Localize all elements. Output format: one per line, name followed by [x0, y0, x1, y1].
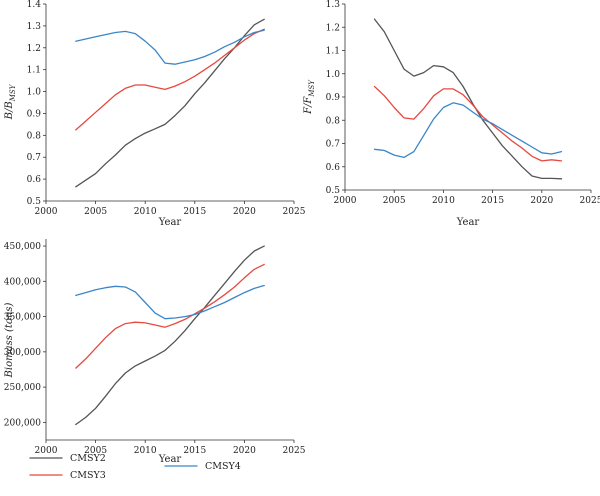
y-tick-label: 1.2 [326, 23, 340, 33]
x-tick-label: 2000 [35, 446, 58, 456]
series-line-cmsy3 [75, 28, 265, 131]
x-axis-label: Year [456, 217, 480, 228]
series-line-cmsy2 [75, 245, 265, 426]
x-tick-label: 2015 [183, 446, 206, 456]
y-tick-label: 0.8 [27, 131, 42, 141]
x-axis-label: Year [158, 454, 182, 465]
y-tick-label: 350,000 [4, 313, 41, 323]
x-tick-label: 2025 [283, 207, 306, 217]
chart-panel-biomass: 2000 2005 2010 2015 2020 2025 200,000 250,000 30… [4, 239, 306, 465]
legend: CMSY2 CMSY3 CMSY4 [29, 453, 241, 481]
y-tick-label: 1.3 [27, 22, 42, 32]
x-tick-label: 2025 [283, 446, 306, 456]
series-line-cmsy2 [75, 18, 265, 188]
y-tick-label: 450,000 [4, 242, 41, 252]
x-tick-label: 2000 [35, 207, 58, 217]
x-tick-label: 2010 [134, 207, 157, 217]
y-tick-label: 1.2 [27, 44, 41, 54]
y-tick-label: 1.4 [27, 0, 42, 10]
y-tick-label: 250,000 [4, 383, 41, 393]
y-tick-label: 300,000 [4, 348, 41, 358]
y-tick-label: 1.0 [27, 88, 42, 98]
y-tick-label: 1.0 [326, 70, 341, 80]
y-tick-label: 0.6 [27, 175, 42, 185]
y-tick-label: 1.1 [326, 47, 340, 57]
series-line-cmsy3 [373, 85, 563, 162]
series-line-cmsy4 [75, 284, 265, 320]
legend-label-cmsy3: CMSY3 [70, 470, 106, 481]
y-tick-label: 0.7 [27, 153, 42, 163]
y-tick-label: 400,000 [4, 277, 41, 287]
x-tick-label: 2020 [233, 207, 256, 217]
series-line-cmsy4 [373, 102, 563, 159]
series-line-cmsy2 [373, 18, 563, 180]
y-tick-label: 0.5 [27, 197, 42, 207]
x-tick-label: 2000 [334, 196, 357, 206]
y-tick-label: 0.9 [27, 109, 42, 119]
x-tick-label: 2010 [134, 446, 157, 456]
x-tick-label: 2005 [383, 196, 406, 206]
y-axis-label: B/BMSY [4, 83, 17, 120]
x-tick-label: 2005 [84, 207, 107, 217]
legend-label-cmsy4: CMSY4 [205, 461, 241, 472]
chart-panel-b-bmsy: 2000 2005 2010 2015 2020 2025 0.5 0.6 0.7 0.8 0.9 1… [4, 0, 306, 228]
y-tick-label: 200,000 [4, 418, 41, 428]
y-axis-label: F/FMSY [303, 79, 316, 115]
series-line-cmsy4 [75, 29, 265, 65]
y-tick-label: 0.8 [326, 116, 341, 126]
x-tick-label: 2015 [481, 196, 504, 206]
y-tick-label: 1.1 [27, 66, 41, 76]
x-axis-label: Year [158, 217, 182, 228]
legend-label-cmsy2: CMSY2 [70, 453, 106, 464]
x-tick-label: 2015 [183, 207, 206, 217]
y-tick-label: 0.6 [326, 163, 341, 173]
chart-panel-f-fmsy: 2000 2005 2010 2015 2020 2025 0.5 0.6 0.7 0.8 0.9 1… [303, 0, 600, 228]
series-line-cmsy3 [75, 263, 265, 369]
y-tick-label: 0.5 [326, 186, 341, 196]
x-tick-label: 2020 [530, 196, 553, 206]
y-axis-label: Biomass (tons) [4, 302, 15, 378]
x-tick-label: 2005 [84, 446, 107, 456]
y-tick-label: 0.9 [326, 93, 341, 103]
y-tick-label: 1.3 [326, 0, 341, 10]
x-tick-label: 2025 [580, 196, 600, 206]
y-tick-label: 0.7 [326, 140, 341, 150]
x-tick-label: 2020 [233, 446, 256, 456]
x-tick-label: 2010 [432, 196, 455, 206]
